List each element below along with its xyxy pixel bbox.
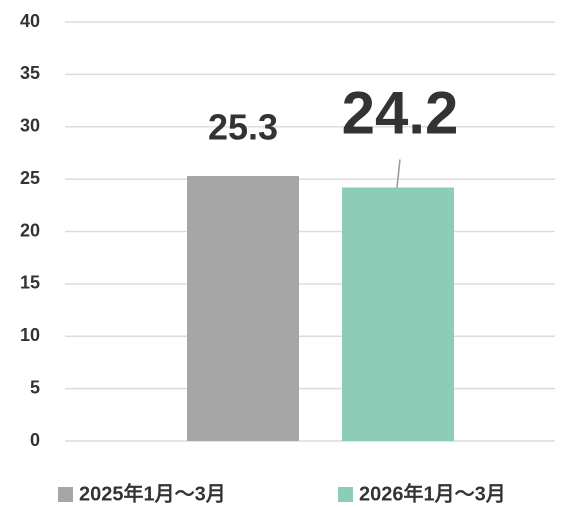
y-tick-label: 5 bbox=[30, 377, 40, 397]
y-tick-label: 10 bbox=[20, 325, 40, 345]
y-tick-label: 20 bbox=[20, 220, 40, 240]
y-tick-label: 30 bbox=[20, 116, 40, 136]
legend-swatch bbox=[338, 487, 353, 502]
bar bbox=[187, 175, 299, 442]
bar bbox=[342, 187, 454, 441]
legend-label: 2026年1月～3月 bbox=[359, 481, 506, 505]
y-tick-label: 15 bbox=[20, 273, 40, 293]
y-tick-label: 40 bbox=[20, 11, 40, 31]
y-tick-label: 25 bbox=[20, 168, 40, 188]
value-label: 24.2 bbox=[342, 79, 459, 146]
value-label: 25.3 bbox=[208, 106, 278, 147]
y-tick-label: 35 bbox=[20, 63, 40, 83]
leader-line bbox=[396, 159, 401, 188]
y-tick-label: 0 bbox=[30, 430, 40, 450]
legend-swatch bbox=[58, 487, 73, 502]
legend-label: 2025年1月～3月 bbox=[79, 481, 226, 505]
